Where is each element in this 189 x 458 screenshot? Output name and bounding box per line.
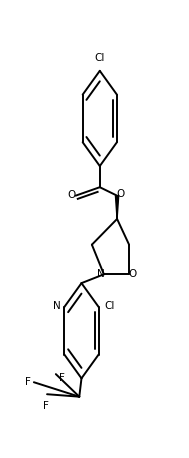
Text: N: N bbox=[97, 269, 105, 279]
Text: F: F bbox=[59, 373, 65, 382]
Text: O: O bbox=[67, 190, 76, 200]
Text: N: N bbox=[53, 301, 61, 311]
Text: F: F bbox=[25, 377, 31, 387]
Text: O: O bbox=[128, 269, 137, 279]
Text: Cl: Cl bbox=[95, 53, 105, 63]
Text: O: O bbox=[117, 189, 125, 199]
Polygon shape bbox=[115, 196, 119, 219]
Text: F: F bbox=[43, 401, 49, 410]
Text: Cl: Cl bbox=[104, 301, 115, 311]
